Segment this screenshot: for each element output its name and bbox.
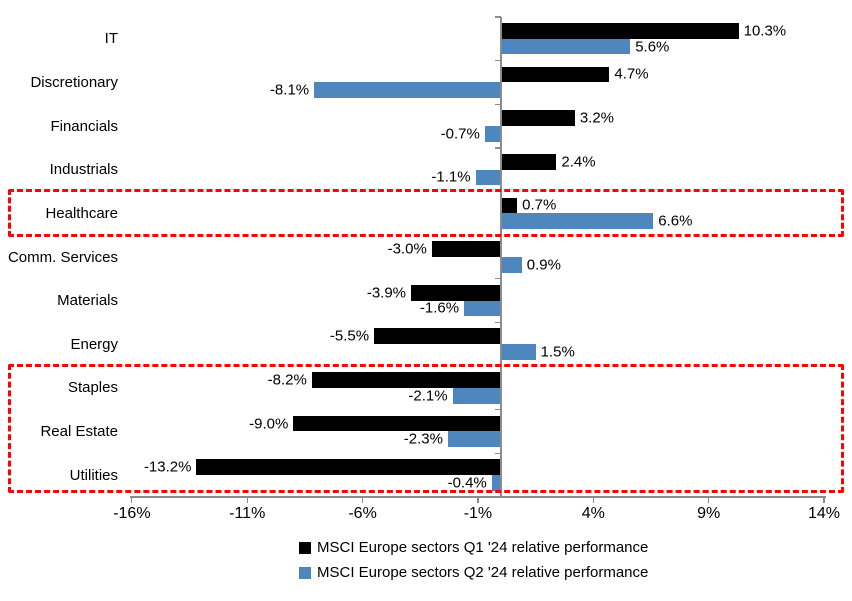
x-tick-label: 9% (697, 505, 721, 522)
category-label: Staples (67, 379, 118, 397)
q1-series-swatch-icon (299, 541, 311, 554)
q1-bar (501, 153, 557, 170)
x-tick-label: -6% (348, 505, 377, 522)
value-label: -2.3% (403, 430, 443, 448)
x-axis-tick (361, 496, 364, 504)
x-axis-tick (592, 496, 594, 504)
legend-item-q2: MSCI Europe sectors Q2 '24 relative perf… (299, 560, 648, 585)
category-label: Financials (50, 117, 118, 135)
value-label: 5.6% (635, 38, 670, 56)
q1-bar (196, 459, 501, 476)
value-label: -5.5% (329, 327, 370, 345)
q2-bar (501, 213, 654, 229)
x-axis-tick (131, 496, 133, 504)
value-label: -1.1% (431, 168, 471, 186)
x-tick-label: -11% (229, 505, 266, 522)
value-label: -13.2% (143, 458, 192, 476)
q1-bar (501, 23, 739, 39)
category-label: Discretionary (30, 73, 118, 91)
q2-bar (501, 38, 631, 55)
value-label: -3.0% (387, 240, 427, 258)
q1-bar (501, 197, 518, 214)
y-axis-tick (495, 409, 501, 411)
value-label: 4.7% (614, 65, 649, 83)
q1-bar (411, 284, 501, 301)
value-label: -3.9% (366, 284, 407, 302)
value-label: 0.9% (526, 256, 561, 274)
x-tick-label: -16% (113, 505, 151, 522)
y-axis-tick (495, 60, 501, 62)
category-label: Comm. Services (7, 248, 118, 266)
y-axis-tick (495, 103, 501, 105)
q2-bar (501, 344, 536, 360)
x-tick-label: -1% (463, 505, 493, 522)
category-label: Real Estate (40, 423, 118, 441)
y-axis-tick (495, 147, 501, 149)
value-label: -8.1% (269, 81, 310, 99)
x-tick-label: 4% (581, 505, 605, 522)
y-axis-tick (495, 16, 501, 18)
x-tick-label: 14% (807, 505, 840, 522)
x-axis-tick (246, 496, 248, 504)
x-axis-tick (708, 496, 710, 504)
q1-bar (374, 328, 501, 345)
category-label: Industrials (49, 161, 118, 179)
highlight-box (8, 189, 844, 237)
q2-bar (464, 300, 501, 317)
category-label: Energy (70, 335, 118, 353)
value-label: -0.4% (447, 474, 487, 492)
y-axis-tick (495, 452, 501, 454)
q1-bar (293, 415, 501, 432)
highlight-box (8, 363, 844, 493)
q2-bar (484, 125, 501, 142)
value-label: -1.6% (419, 299, 460, 317)
y-axis-line (500, 17, 502, 497)
category-label: IT (104, 30, 118, 48)
value-label: 10.3% (743, 22, 787, 40)
q2-bar (475, 169, 501, 186)
y-axis-tick (495, 278, 501, 280)
q2-bar (491, 475, 501, 491)
q2-bar (452, 387, 501, 404)
q1-bar (431, 241, 501, 257)
q2-series-swatch-icon (299, 566, 311, 579)
legend-label-q2: MSCI Europe sectors Q2 '24 relative perf… (317, 564, 649, 581)
q1-bar (311, 372, 501, 388)
q2-bar (447, 431, 501, 448)
legend: MSCI Europe sectors Q1 '24 relative perf… (299, 535, 648, 585)
value-label: -8.2% (267, 371, 307, 389)
x-axis-tick (823, 496, 825, 504)
value-label: 3.2% (579, 109, 615, 127)
value-label: 2.4% (561, 153, 596, 171)
legend-item-q1: MSCI Europe sectors Q1 '24 relative perf… (299, 535, 648, 560)
category-label: Utilities (69, 466, 118, 484)
category-label: Materials (57, 292, 118, 310)
q2-bar (314, 82, 501, 99)
value-label: -0.7% (440, 125, 480, 143)
q2-bar (501, 256, 522, 273)
q1-bar (501, 110, 575, 126)
value-label: -2.1% (408, 387, 448, 405)
value-label: -9.0% (249, 415, 289, 433)
category-label: Healthcare (45, 204, 118, 222)
value-label: 6.6% (658, 212, 693, 230)
x-axis-tick (477, 496, 479, 504)
legend-label-q1: MSCI Europe sectors Q1 '24 relative perf… (317, 539, 649, 556)
value-label: 1.5% (540, 343, 575, 361)
q1-bar (501, 66, 610, 83)
value-label: 0.7% (522, 196, 557, 214)
y-axis-tick (495, 321, 501, 324)
